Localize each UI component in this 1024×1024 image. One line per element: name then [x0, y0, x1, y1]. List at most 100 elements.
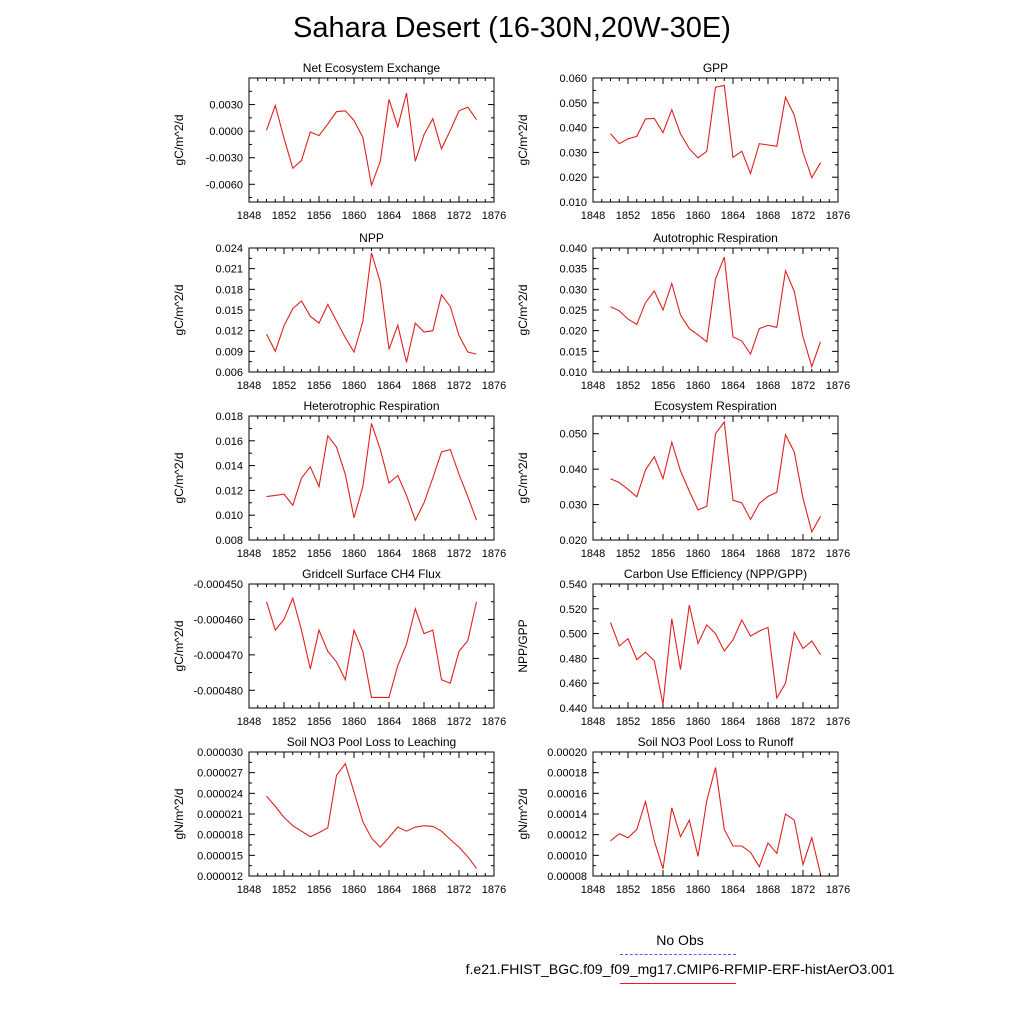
x-tick-label: 1876 [826, 380, 850, 392]
y-tick-label: 0.0030 [209, 100, 243, 112]
x-tick-label: 1856 [307, 884, 331, 896]
y-tick-label: 0.00008 [547, 871, 587, 883]
x-tick-label: 1852 [272, 380, 296, 392]
y-tick-label: 0.018 [215, 411, 243, 423]
x-tick-label: 1860 [686, 884, 710, 896]
x-tick-label: 1872 [447, 210, 471, 222]
x-tick-label: 1868 [412, 884, 436, 896]
y-tick-label: 0.00014 [547, 809, 587, 821]
x-tick-label: 1852 [272, 716, 296, 728]
x-tick-label: 1852 [616, 884, 640, 896]
series-line [266, 762, 477, 869]
x-tick-label: 1860 [342, 380, 366, 392]
x-tick-label: 1852 [272, 210, 296, 222]
panel-title: NPP [359, 231, 384, 245]
panel-title: Heterotrophic Respiration [303, 399, 439, 413]
x-tick-label: 1848 [581, 380, 605, 392]
x-tick-label: 1868 [412, 716, 436, 728]
y-tick-label: 0.480 [559, 653, 587, 665]
panel-5: Ecosystem Respiration gC/m^2/d 1848 1852 185… [516, 399, 850, 560]
x-tick-label: 1852 [616, 716, 640, 728]
x-tick-label: 1872 [791, 548, 815, 560]
series-line [266, 423, 478, 522]
x-tick-label: 1848 [237, 380, 261, 392]
x-tick-label: 1848 [581, 884, 605, 896]
x-tick-label: 1848 [581, 210, 605, 222]
x-tick-label: 1868 [412, 380, 436, 392]
y-tick-label: 0.000012 [197, 871, 243, 883]
y-tick-label: 0.015 [215, 305, 243, 317]
panel-title: GPP [703, 61, 728, 75]
x-tick-label: 1868 [756, 716, 780, 728]
y-tick-label: 0.010 [559, 367, 587, 379]
series-line [610, 420, 821, 534]
x-tick-label: 1876 [826, 548, 850, 560]
panel-7: Carbon Use Efficiency (NPP/GPP) NPP/GPP 18… [516, 567, 850, 728]
y-tick-label: 0.050 [559, 98, 587, 110]
legend-obs-label: No Obs [656, 932, 704, 948]
x-tick-label: 1876 [482, 380, 506, 392]
y-tick-label: 0.000021 [197, 809, 243, 821]
x-tick-label: 1860 [342, 884, 366, 896]
y-tick-label: 0.000030 [197, 747, 243, 759]
y-tick-label: 0.020 [559, 172, 587, 184]
series-line [610, 256, 822, 369]
x-tick-label: 1848 [237, 210, 261, 222]
plot-frame [592, 751, 839, 877]
x-tick-label: 1876 [826, 210, 850, 222]
x-tick-label: 1860 [686, 548, 710, 560]
x-tick-label: 1856 [307, 716, 331, 728]
y-tick-label: 0.021 [215, 264, 243, 276]
y-tick-label: 0.009 [215, 346, 243, 358]
y-tick-label: 0.025 [559, 305, 587, 317]
y-tick-label: -0.000470 [193, 650, 243, 662]
series-line [610, 767, 822, 875]
panel-3: Autotrophic Respiration gC/m^2/d 1848 1852 1… [516, 231, 850, 392]
x-tick-label: 1848 [237, 716, 261, 728]
x-tick-label: 1868 [756, 210, 780, 222]
panel-4: Heterotrophic Respiration gC/m^2/d 1848 185… [172, 399, 506, 560]
x-tick-label: 1876 [482, 884, 506, 896]
x-tick-label: 1860 [342, 210, 366, 222]
x-tick-label: 1868 [756, 884, 780, 896]
x-tick-label: 1848 [581, 716, 605, 728]
y-tick-label: -0.0030 [206, 153, 243, 165]
series-line [265, 596, 478, 698]
x-tick-label: 1872 [447, 716, 471, 728]
x-tick-label: 1864 [377, 380, 401, 392]
plot-frame [592, 247, 839, 373]
legend-obs-line [620, 954, 736, 955]
panel-8: Soil NO3 Pool Loss to Leaching gN/m^2/d 18… [172, 735, 506, 896]
y-axis-label: gC/m^2/d [172, 285, 186, 336]
x-tick-label: 1876 [826, 716, 850, 728]
y-tick-label: -0.0060 [206, 179, 243, 191]
y-tick-label: -0.000450 [193, 579, 243, 591]
y-tick-label: 0.00010 [547, 850, 587, 862]
x-tick-label: 1872 [791, 380, 815, 392]
plot-frame [248, 583, 495, 709]
y-tick-label: 0.050 [559, 429, 587, 441]
x-tick-label: 1852 [616, 548, 640, 560]
y-tick-label: 0.000018 [197, 830, 243, 842]
x-tick-label: 1868 [756, 380, 780, 392]
x-tick-label: 1868 [412, 548, 436, 560]
y-tick-label: 0.030 [559, 284, 587, 296]
x-tick-label: 1852 [272, 884, 296, 896]
x-tick-label: 1868 [756, 548, 780, 560]
y-tick-label: 0.024 [215, 243, 243, 255]
x-tick-label: 1856 [307, 380, 331, 392]
series-line [266, 252, 477, 363]
x-tick-label: 1872 [447, 548, 471, 560]
y-tick-label: 0.010 [215, 510, 243, 522]
x-tick-label: 1872 [447, 380, 471, 392]
x-tick-label: 1864 [377, 548, 401, 560]
panel-title: Gridcell Surface CH4 Flux [302, 567, 441, 581]
x-tick-label: 1872 [791, 884, 815, 896]
y-tick-label: -0.000480 [193, 685, 243, 697]
x-tick-label: 1864 [377, 716, 401, 728]
y-tick-label: 0.012 [215, 485, 243, 497]
y-tick-label: 0.520 [559, 604, 587, 616]
y-tick-label: 0.00012 [547, 830, 587, 842]
x-tick-label: 1864 [721, 884, 745, 896]
plot-frame [248, 415, 495, 541]
